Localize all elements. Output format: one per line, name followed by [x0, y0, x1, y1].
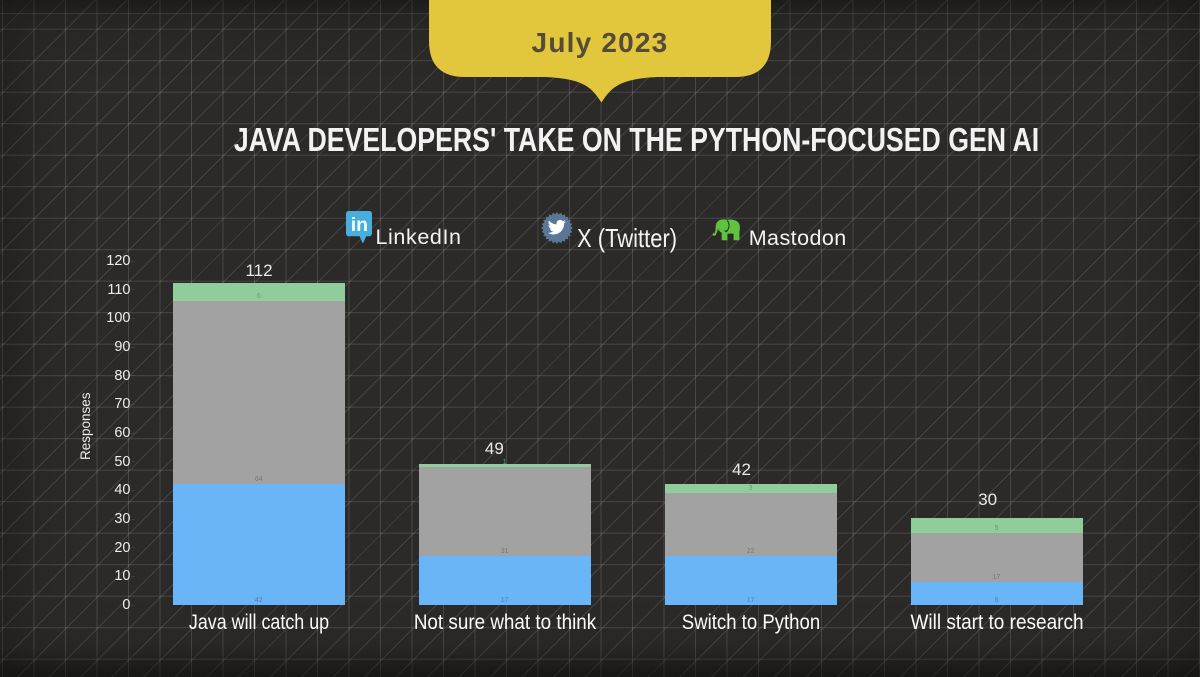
- svg-text:in: in: [351, 214, 368, 236]
- svg-text:July 2023: July 2023: [532, 27, 669, 58]
